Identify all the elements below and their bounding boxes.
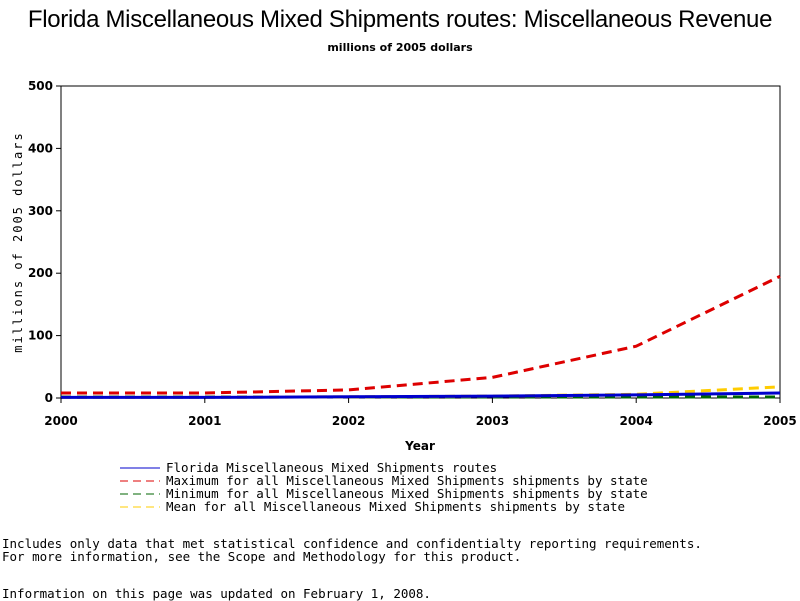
note-methodology: For more information, see the Scope and … <box>2 549 522 564</box>
x-axis-title: Year <box>404 439 435 453</box>
x-tick-label: 2002 <box>332 414 365 428</box>
x-tick-label: 2004 <box>619 414 652 428</box>
note-confidentiality: Includes only data that met statistical … <box>2 536 702 551</box>
legend-label-3: Mean for all Miscellaneous Mixed Shipmen… <box>166 499 625 514</box>
series-line-1 <box>61 274 781 395</box>
legend: Florida Miscellaneous Mixed Shipments ro… <box>120 460 648 514</box>
y-tick-label: 500 <box>28 79 53 93</box>
legend-label-2: Minimum for all Miscellaneous Mixed Ship… <box>166 486 648 501</box>
x-tick-label: 2003 <box>476 414 509 428</box>
y-tick-label: 300 <box>28 204 53 218</box>
legend-label-0: Florida Miscellaneous Mixed Shipments ro… <box>166 460 497 475</box>
series-line-0 <box>61 391 781 399</box>
plot-frame <box>60 85 781 399</box>
line-chart: 0 100 200 300 400 500 2000 2001 2002 2003 2004 2005… <box>11 79 797 514</box>
y-tick-label: 0 <box>45 391 53 405</box>
legend-label-1: Maximum for all Miscellaneous Mixed Ship… <box>166 473 648 488</box>
y-tick-label: 400 <box>28 141 53 155</box>
y-axis-title: millions of 2005 dollars <box>11 131 25 352</box>
note-updated: Information on this page was updated on … <box>2 586 431 601</box>
chart-title: Florida Miscellaneous Mixed Shipments ro… <box>27 6 773 33</box>
y-tick-label: 100 <box>28 329 53 343</box>
chart-subtitle: millions of 2005 dollars <box>327 41 473 54</box>
x-tick-label: 2000 <box>44 414 77 428</box>
y-tick-label: 200 <box>28 266 53 280</box>
x-tick-label: 2001 <box>188 414 221 428</box>
x-tick-label: 2005 <box>763 414 796 428</box>
